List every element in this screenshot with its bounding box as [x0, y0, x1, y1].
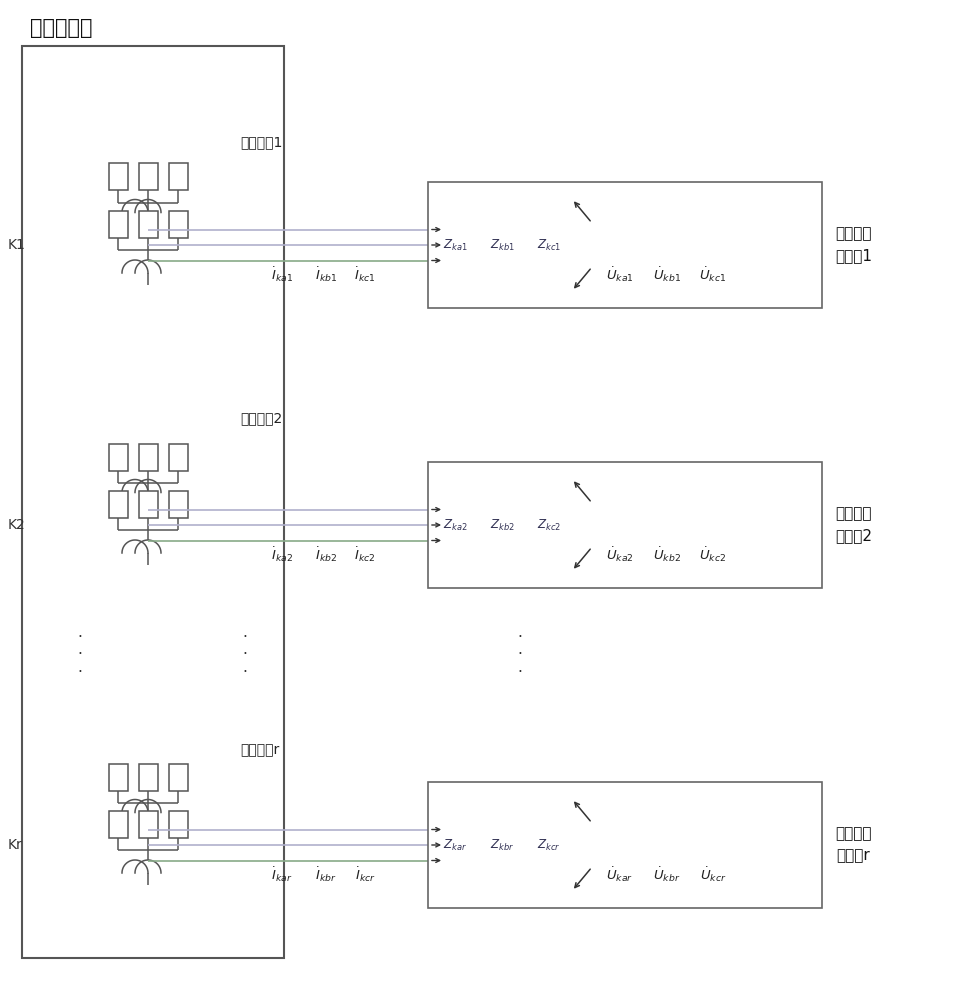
Text: $\dot{U}_{ka1}$: $\dot{U}_{ka1}$ — [606, 266, 634, 284]
Text: $Z_{kc2}$: $Z_{kc2}$ — [537, 517, 561, 533]
Text: 故障端口1: 故障端口1 — [240, 135, 282, 149]
Text: 纵向故障
子网络r: 纵向故障 子网络r — [835, 826, 872, 864]
Bar — [439, 511, 471, 539]
Bar — [169, 811, 187, 838]
Bar — [108, 163, 128, 190]
Text: $\dot{I}_{kbr}$: $\dot{I}_{kbr}$ — [315, 866, 337, 884]
Text: $\dot{I}_{kc1}$: $\dot{I}_{kc1}$ — [354, 266, 375, 284]
Bar — [138, 491, 157, 518]
Text: K1: K1 — [8, 238, 26, 252]
Text: Kr: Kr — [8, 838, 23, 852]
Bar — [428, 782, 822, 908]
Bar — [138, 764, 157, 790]
Bar — [439, 831, 471, 859]
Bar — [138, 811, 157, 838]
Text: $Z_{kar}$: $Z_{kar}$ — [443, 837, 467, 853]
Bar — [169, 163, 187, 190]
Text: ·
·
·: · · · — [78, 630, 83, 680]
Text: $Z_{ka1}$: $Z_{ka1}$ — [443, 237, 468, 253]
Text: $\dot{U}_{kb2}$: $\dot{U}_{kb2}$ — [653, 546, 681, 564]
Text: $Z_{kbr}$: $Z_{kbr}$ — [490, 837, 514, 853]
Text: $\dot{I}_{kc2}$: $\dot{I}_{kc2}$ — [354, 546, 375, 564]
Bar — [169, 211, 187, 238]
Bar — [533, 831, 565, 859]
Bar — [108, 764, 128, 790]
Bar — [486, 231, 518, 259]
Text: $\dot{I}_{kcr}$: $\dot{I}_{kcr}$ — [354, 866, 375, 884]
Text: $\dot{I}_{kb1}$: $\dot{I}_{kb1}$ — [315, 266, 337, 284]
Text: 纵向故障
子网络2: 纵向故障 子网络2 — [835, 506, 872, 544]
Text: $\dot{U}_{ka2}$: $\dot{U}_{ka2}$ — [606, 546, 634, 564]
Bar — [108, 491, 128, 518]
Text: 故障端口r: 故障端口r — [240, 743, 279, 757]
Bar — [169, 491, 187, 518]
Text: $Z_{ka2}$: $Z_{ka2}$ — [443, 517, 468, 533]
Text: K2: K2 — [8, 518, 26, 532]
Bar — [439, 231, 471, 259]
Bar — [428, 462, 822, 588]
Text: $\dot{I}_{kb2}$: $\dot{I}_{kb2}$ — [315, 546, 337, 564]
Text: $\dot{I}_{ka1}$: $\dot{I}_{ka1}$ — [271, 266, 293, 284]
Text: $\dot{U}_{kb1}$: $\dot{U}_{kb1}$ — [653, 266, 681, 284]
Bar — [138, 444, 157, 471]
Text: $\dot{U}_{kar}$: $\dot{U}_{kar}$ — [607, 866, 634, 884]
Bar — [533, 511, 565, 539]
Bar — [108, 444, 128, 471]
Text: $\dot{I}_{ka2}$: $\dot{I}_{ka2}$ — [271, 546, 293, 564]
Text: $\dot{U}_{kbr}$: $\dot{U}_{kbr}$ — [654, 866, 681, 884]
Text: 正常子网络: 正常子网络 — [30, 18, 92, 38]
Text: ·
·
·: · · · — [517, 630, 522, 680]
Bar — [108, 811, 128, 838]
Text: $Z_{kb1}$: $Z_{kb1}$ — [490, 237, 515, 253]
Bar — [138, 211, 157, 238]
Bar — [533, 231, 565, 259]
Text: $\dot{U}_{kc1}$: $\dot{U}_{kc1}$ — [699, 266, 727, 284]
Bar — [169, 444, 187, 471]
Bar — [169, 764, 187, 790]
Bar — [108, 211, 128, 238]
Text: $Z_{kcr}$: $Z_{kcr}$ — [538, 837, 561, 853]
Bar — [428, 182, 822, 308]
Bar — [138, 163, 157, 190]
Text: $Z_{kc1}$: $Z_{kc1}$ — [537, 237, 561, 253]
Bar — [22, 46, 284, 958]
Text: $\dot{U}_{kcr}$: $\dot{U}_{kcr}$ — [700, 866, 727, 884]
Text: 纵向故障
子网络1: 纵向故障 子网络1 — [835, 226, 872, 264]
Bar — [486, 511, 518, 539]
Text: ·
·
·: · · · — [243, 630, 248, 680]
Bar — [486, 831, 518, 859]
Text: $\dot{U}_{kc2}$: $\dot{U}_{kc2}$ — [700, 546, 727, 564]
Text: $Z_{kb2}$: $Z_{kb2}$ — [490, 517, 515, 533]
Text: 故障端口2: 故障端口2 — [240, 411, 282, 425]
Text: $\dot{I}_{kar}$: $\dot{I}_{kar}$ — [272, 866, 293, 884]
